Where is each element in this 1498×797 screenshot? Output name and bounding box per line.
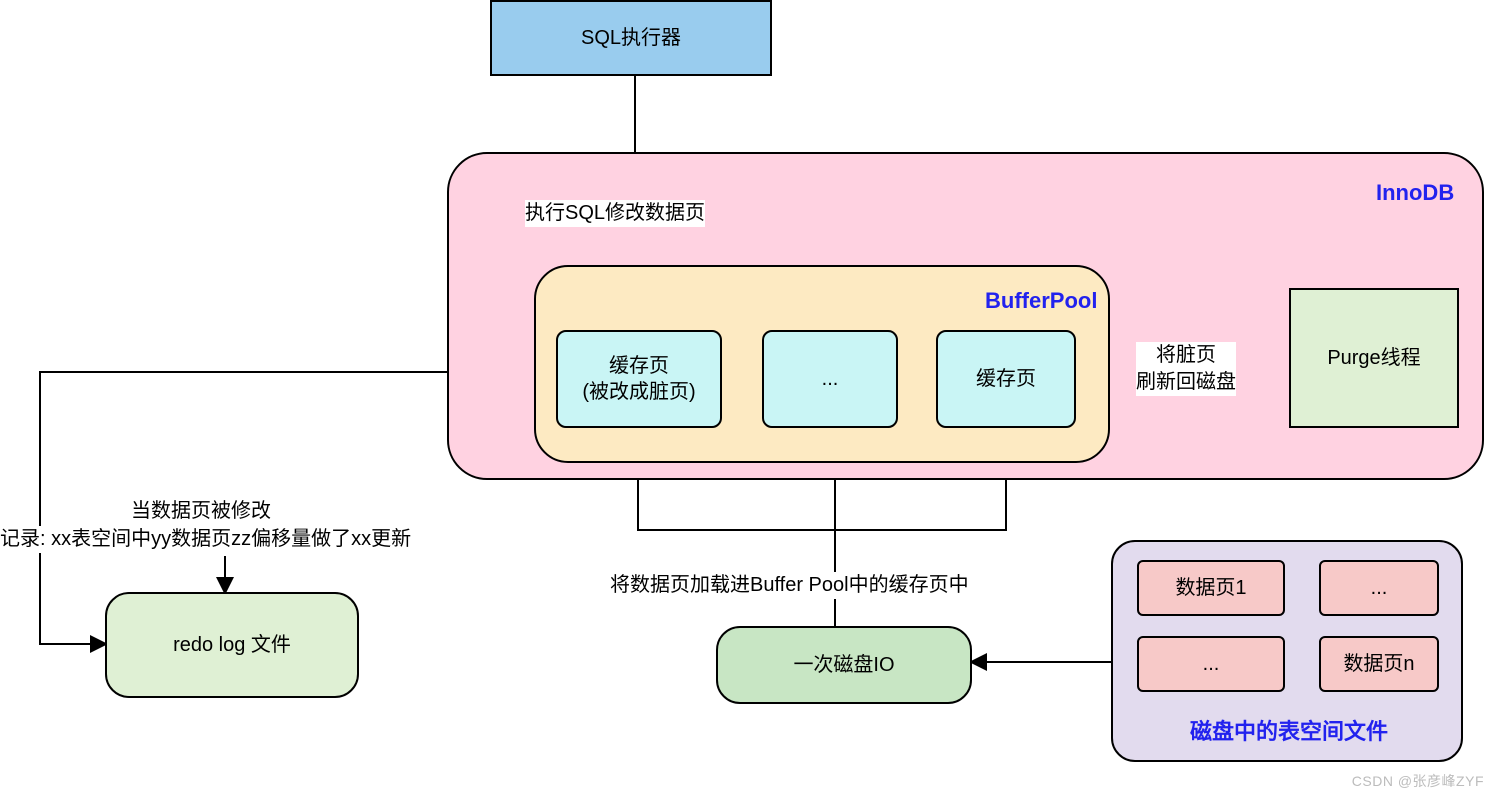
bufferpool-label: BufferPool <box>985 288 1097 314</box>
modified-detail-edge-label: 记录: xx表空间中yy数据页zz偏移量做了xx更新 <box>0 526 411 553</box>
data-page-dots-bl-label: ... <box>1203 651 1220 677</box>
data-page-1-node: 数据页1 <box>1137 560 1285 616</box>
data-page-dots-tr-label: ... <box>1371 575 1388 601</box>
purge-thread-label: Purge线程 <box>1327 345 1420 371</box>
redo-log-node: redo log 文件 <box>105 592 359 698</box>
sql-executor-label: SQL执行器 <box>581 25 681 51</box>
purge-thread-node: Purge线程 <box>1289 288 1459 428</box>
watermark-text: CSDN @张彦峰ZYF <box>1352 771 1484 791</box>
flush-dirty-edge-label: 将脏页 刷新回磁盘 <box>1136 342 1236 396</box>
redo-log-label: redo log 文件 <box>173 632 291 658</box>
modified-title-edge-label: 当数据页被修改 <box>131 498 271 525</box>
disk-io-node: 一次磁盘IO <box>716 626 972 704</box>
load-page-edge-label: 将数据页加载进Buffer Pool中的缓存页中 <box>610 572 969 599</box>
tablespace-label: 磁盘中的表空间文件 <box>1190 714 1388 746</box>
cache-page-mid-label: ... <box>822 366 839 392</box>
innodb-label: InnoDB <box>1376 180 1454 206</box>
cache-page-dirty-node: 缓存页 (被改成脏页) <box>556 330 722 428</box>
disk-io-label: 一次磁盘IO <box>793 652 894 678</box>
cache-page-mid-node: ... <box>762 330 898 428</box>
data-page-n-node: 数据页n <box>1319 636 1439 692</box>
data-page-n-label: 数据页n <box>1343 651 1414 677</box>
data-page-1-label: 数据页1 <box>1175 575 1246 601</box>
data-page-dots-bl-node: ... <box>1137 636 1285 692</box>
cache-page-last-label: 缓存页 <box>976 366 1036 392</box>
cache-page-dirty-label: 缓存页 (被改成脏页) <box>582 353 695 405</box>
data-page-dots-tr-node: ... <box>1319 560 1439 616</box>
sql-executor-node: SQL执行器 <box>490 0 772 76</box>
cache-page-last-node: 缓存页 <box>936 330 1076 428</box>
exec-sql-edge-label: 执行SQL修改数据页 <box>525 200 705 227</box>
